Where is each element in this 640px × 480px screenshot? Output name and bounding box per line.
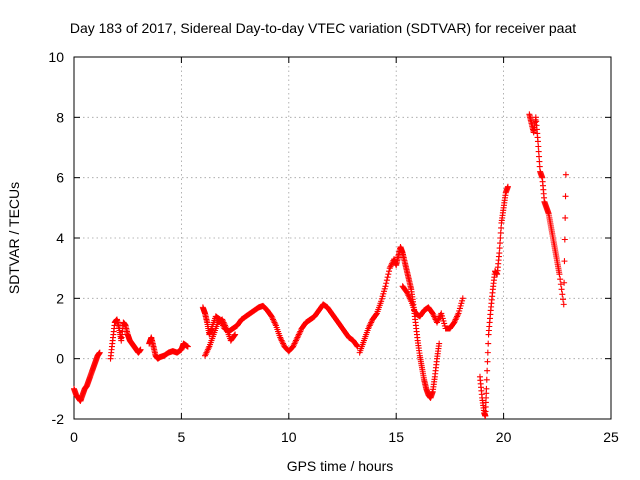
series-track-8	[476, 183, 511, 419]
data-point	[497, 235, 504, 241]
y-tick-label: 6	[56, 170, 64, 186]
data-point	[536, 163, 543, 170]
data-point	[485, 340, 492, 347]
data-points	[71, 111, 569, 419]
y-tick-label: 2	[56, 290, 64, 306]
data-point	[484, 349, 491, 356]
x-tick-label: 0	[70, 429, 78, 445]
data-point	[561, 279, 568, 286]
data-point	[496, 245, 503, 252]
data-point	[560, 301, 567, 308]
gridlines	[74, 57, 611, 419]
series-track-2	[107, 316, 144, 362]
data-point	[557, 276, 564, 283]
y-tick-label: 10	[48, 49, 64, 65]
data-point	[561, 236, 568, 243]
series-track-5	[202, 316, 239, 359]
data-point	[484, 367, 491, 374]
series-track-7	[399, 283, 466, 332]
data-point	[373, 311, 380, 318]
data-point	[534, 138, 541, 145]
y-tick-label: 8	[56, 109, 64, 125]
data-point	[459, 295, 466, 302]
data-point	[504, 183, 511, 190]
series-track-9	[526, 111, 569, 308]
plot-frame	[73, 56, 612, 420]
data-point	[96, 349, 103, 356]
series-track-4	[199, 301, 361, 355]
data-point	[559, 291, 566, 298]
data-point	[535, 148, 542, 155]
x-tick-label: 10	[281, 429, 297, 445]
data-point	[562, 171, 569, 178]
data-point	[498, 224, 505, 231]
y-tick-label: 4	[56, 230, 64, 246]
data-point	[137, 346, 144, 353]
data-point	[561, 258, 568, 265]
data-point	[232, 331, 239, 338]
data-point	[386, 268, 393, 275]
data-point	[560, 296, 567, 303]
data-point	[384, 274, 391, 281]
data-point	[483, 385, 490, 392]
data-point	[497, 240, 504, 247]
data-point	[557, 281, 564, 288]
data-point	[536, 153, 543, 160]
data-point	[562, 214, 569, 221]
data-point	[353, 342, 360, 349]
x-tick-label: 20	[496, 429, 512, 445]
y-tick-labels: -2 0 2 4 6 8 10	[48, 49, 64, 427]
y-tick-label: 0	[56, 351, 64, 367]
data-point	[184, 343, 191, 350]
series-track-1	[71, 349, 103, 404]
x-axis-title: GPS time / hours	[287, 458, 394, 474]
data-point	[496, 250, 503, 257]
series-track-3	[146, 334, 191, 362]
data-point	[231, 332, 238, 339]
x-tick-label: 15	[388, 429, 404, 445]
x-tick-labels: 0 5 10 15 20 25	[70, 429, 619, 445]
data-point	[497, 229, 504, 236]
data-point	[536, 158, 543, 165]
data-point	[483, 376, 490, 383]
data-point	[535, 143, 542, 150]
axis-ticks	[73, 56, 612, 420]
y-tick-label: -2	[52, 411, 65, 427]
data-point	[556, 271, 563, 278]
chart-title: Day 183 of 2017, Sidereal Day-to-day VTE…	[70, 20, 576, 36]
data-point	[382, 283, 389, 290]
x-tick-label: 25	[603, 429, 619, 445]
data-point	[383, 280, 390, 287]
data-point	[383, 277, 390, 284]
data-point	[558, 286, 565, 293]
series-track-6	[356, 244, 443, 401]
x-tick-label: 5	[178, 429, 186, 445]
data-point	[436, 340, 443, 347]
data-point	[385, 271, 392, 278]
y-axis-title: SDTVAR / TECUs	[6, 182, 22, 294]
data-point	[562, 193, 569, 200]
data-point	[484, 358, 491, 365]
